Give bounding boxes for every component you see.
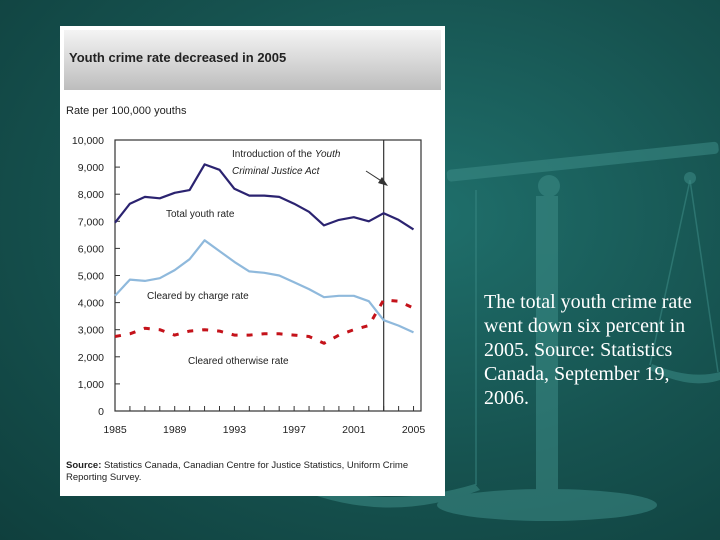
plot-frame bbox=[114, 139, 422, 412]
chart-title: Youth crime rate decreased in 2005 bbox=[69, 50, 287, 65]
y-tick-label: 0 bbox=[98, 406, 104, 418]
series-label-cleared-by-charge: Cleared by charge rate bbox=[147, 291, 249, 302]
y-tick-label: 1,000 bbox=[78, 379, 104, 391]
source-label: Source: bbox=[66, 460, 102, 471]
x-tick-label: 1993 bbox=[223, 424, 247, 436]
x-tick-label: 1985 bbox=[103, 424, 127, 436]
source-note: Source: Statistics Canada, Canadian Cent… bbox=[66, 460, 442, 484]
y-tick-label: 9,000 bbox=[78, 162, 104, 174]
series-line-cleared_charge bbox=[114, 239, 414, 334]
y-tick-label: 4,000 bbox=[78, 298, 104, 310]
annotation-line-1: Introduction of the Youth bbox=[232, 149, 341, 160]
series-line-total bbox=[114, 163, 415, 231]
y-tick-label: 10,000 bbox=[72, 135, 104, 147]
source-text: Statistics Canada, Canadian Centre for J… bbox=[66, 460, 409, 483]
y-axis-label: Rate per 100,000 youths bbox=[66, 105, 187, 117]
y-tick-label: 8,000 bbox=[78, 189, 104, 201]
annotation-line-2: Criminal Justice Act bbox=[232, 166, 321, 177]
x-tick-label: 1997 bbox=[282, 424, 306, 436]
y-tick-label: 7,000 bbox=[78, 216, 104, 228]
x-tick-label: 2005 bbox=[402, 424, 426, 436]
y-tick-label: 3,000 bbox=[78, 325, 104, 337]
x-tick-label: 2001 bbox=[342, 424, 366, 436]
line-chart: 0 1,000 2,000 3,000 4,000 5,000 6,000 7,000 8,00… bbox=[72, 135, 426, 436]
series-label-cleared-otherwise: Cleared otherwise rate bbox=[188, 356, 289, 367]
annotation-arrow bbox=[365, 170, 388, 186]
series-line-cleared_otherwise bbox=[114, 298, 415, 345]
chart-card: Youth crime rate decreased in 2005 Rate … bbox=[60, 26, 445, 496]
x-tick-label: 1989 bbox=[163, 424, 187, 436]
slide-caption: The total youth crime rate went down six… bbox=[484, 291, 692, 409]
series-label-total: Total youth rate bbox=[166, 209, 235, 220]
y-tick-label: 6,000 bbox=[78, 243, 104, 255]
y-tick-label: 5,000 bbox=[78, 271, 104, 283]
chart-title-bar: Youth crime rate decreased in 2005 bbox=[64, 30, 441, 90]
y-tick-label: 2,000 bbox=[78, 352, 104, 364]
